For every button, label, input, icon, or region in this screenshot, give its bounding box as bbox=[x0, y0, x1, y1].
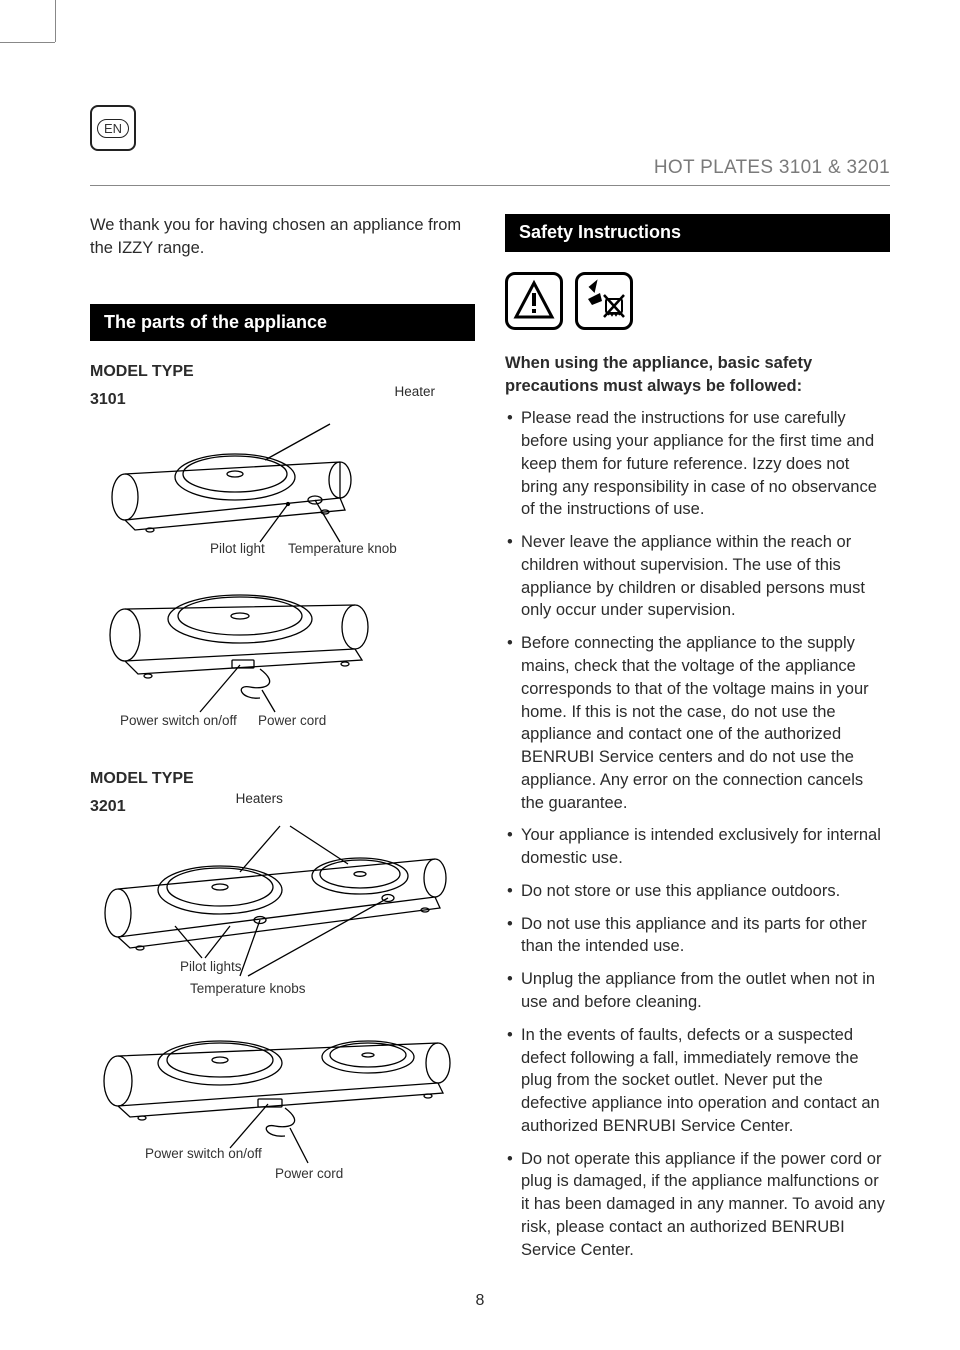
language-badge: EN bbox=[90, 105, 136, 151]
hotplate-3201-top-svg bbox=[90, 818, 460, 993]
callout-cord2: Power cord bbox=[275, 1165, 343, 1184]
safety-item: Do not use this appliance and its parts … bbox=[507, 913, 890, 959]
document-header: HOT PLATES 3101 & 3201 bbox=[90, 157, 890, 186]
model-3201-block: MODEL TYPE 3201 Heaters bbox=[90, 768, 475, 1188]
section-parts-heading: The parts of the appliance bbox=[90, 304, 475, 342]
model-3101-block: MODEL TYPE 3101 Heater bbox=[90, 361, 475, 741]
callout-pilots: Pilot lights bbox=[180, 958, 242, 977]
callout-switch: Power switch on/off bbox=[120, 712, 237, 731]
diagram-3101-top: Pilot light Temperature knob bbox=[90, 412, 475, 562]
warning-icon bbox=[505, 272, 563, 330]
safety-lead: When using the appliance, basic safety p… bbox=[505, 352, 890, 398]
safety-item: Unplug the appliance from the outlet whe… bbox=[507, 968, 890, 1014]
safety-icons bbox=[505, 272, 890, 330]
intro-text: We thank you for having chosen an applia… bbox=[90, 214, 475, 260]
safety-item: Your appliance is intended exclusively f… bbox=[507, 824, 890, 870]
callout-heater: Heater bbox=[394, 383, 475, 402]
columns: We thank you for having chosen an applia… bbox=[90, 214, 890, 1271]
callout-heaters: Heaters bbox=[236, 790, 283, 818]
model-label: MODEL TYPE bbox=[90, 768, 475, 790]
hotplate-3101-bottom-svg bbox=[90, 572, 390, 732]
diagram-3101-bottom: Power switch on/off Power cord bbox=[90, 572, 475, 742]
safety-list: Please read the instructions for use car… bbox=[505, 407, 890, 1261]
page: EN HOT PLATES 3101 & 3201 We thank you f… bbox=[0, 0, 960, 1350]
right-column: Safety Instructions bbox=[505, 214, 890, 1271]
safety-item: Before connecting the appliance to the s… bbox=[507, 632, 890, 814]
no-immersion-icon bbox=[575, 272, 633, 330]
safety-item: In the events of faults, defects or a su… bbox=[507, 1024, 890, 1138]
callout-cord: Power cord bbox=[258, 712, 326, 731]
safety-item: Do not store or use this appliance outdo… bbox=[507, 880, 890, 903]
model-number: 3101 bbox=[90, 389, 126, 411]
callout-switch2: Power switch on/off bbox=[145, 1145, 262, 1164]
language-code: EN bbox=[97, 119, 129, 138]
diagram-3201-top: Pilot lights Temperature knobs bbox=[90, 818, 475, 1003]
model-label: MODEL TYPE bbox=[90, 361, 475, 383]
section-safety-heading: Safety Instructions bbox=[505, 214, 890, 252]
safety-item: Do not operate this appliance if the pow… bbox=[507, 1148, 890, 1262]
callout-temp: Temperature knob bbox=[288, 540, 397, 559]
page-number: 8 bbox=[476, 1292, 485, 1310]
safety-item: Never leave the appliance within the rea… bbox=[507, 531, 890, 622]
safety-item: Please read the instructions for use car… bbox=[507, 407, 890, 521]
diagram-3201-bottom: Power switch on/off Power cord bbox=[90, 1013, 475, 1188]
left-column: We thank you for having chosen an applia… bbox=[90, 214, 475, 1271]
callout-pilot: Pilot light bbox=[210, 540, 265, 559]
model-number: 3201 bbox=[90, 796, 126, 818]
callout-temps: Temperature knobs bbox=[190, 980, 306, 999]
